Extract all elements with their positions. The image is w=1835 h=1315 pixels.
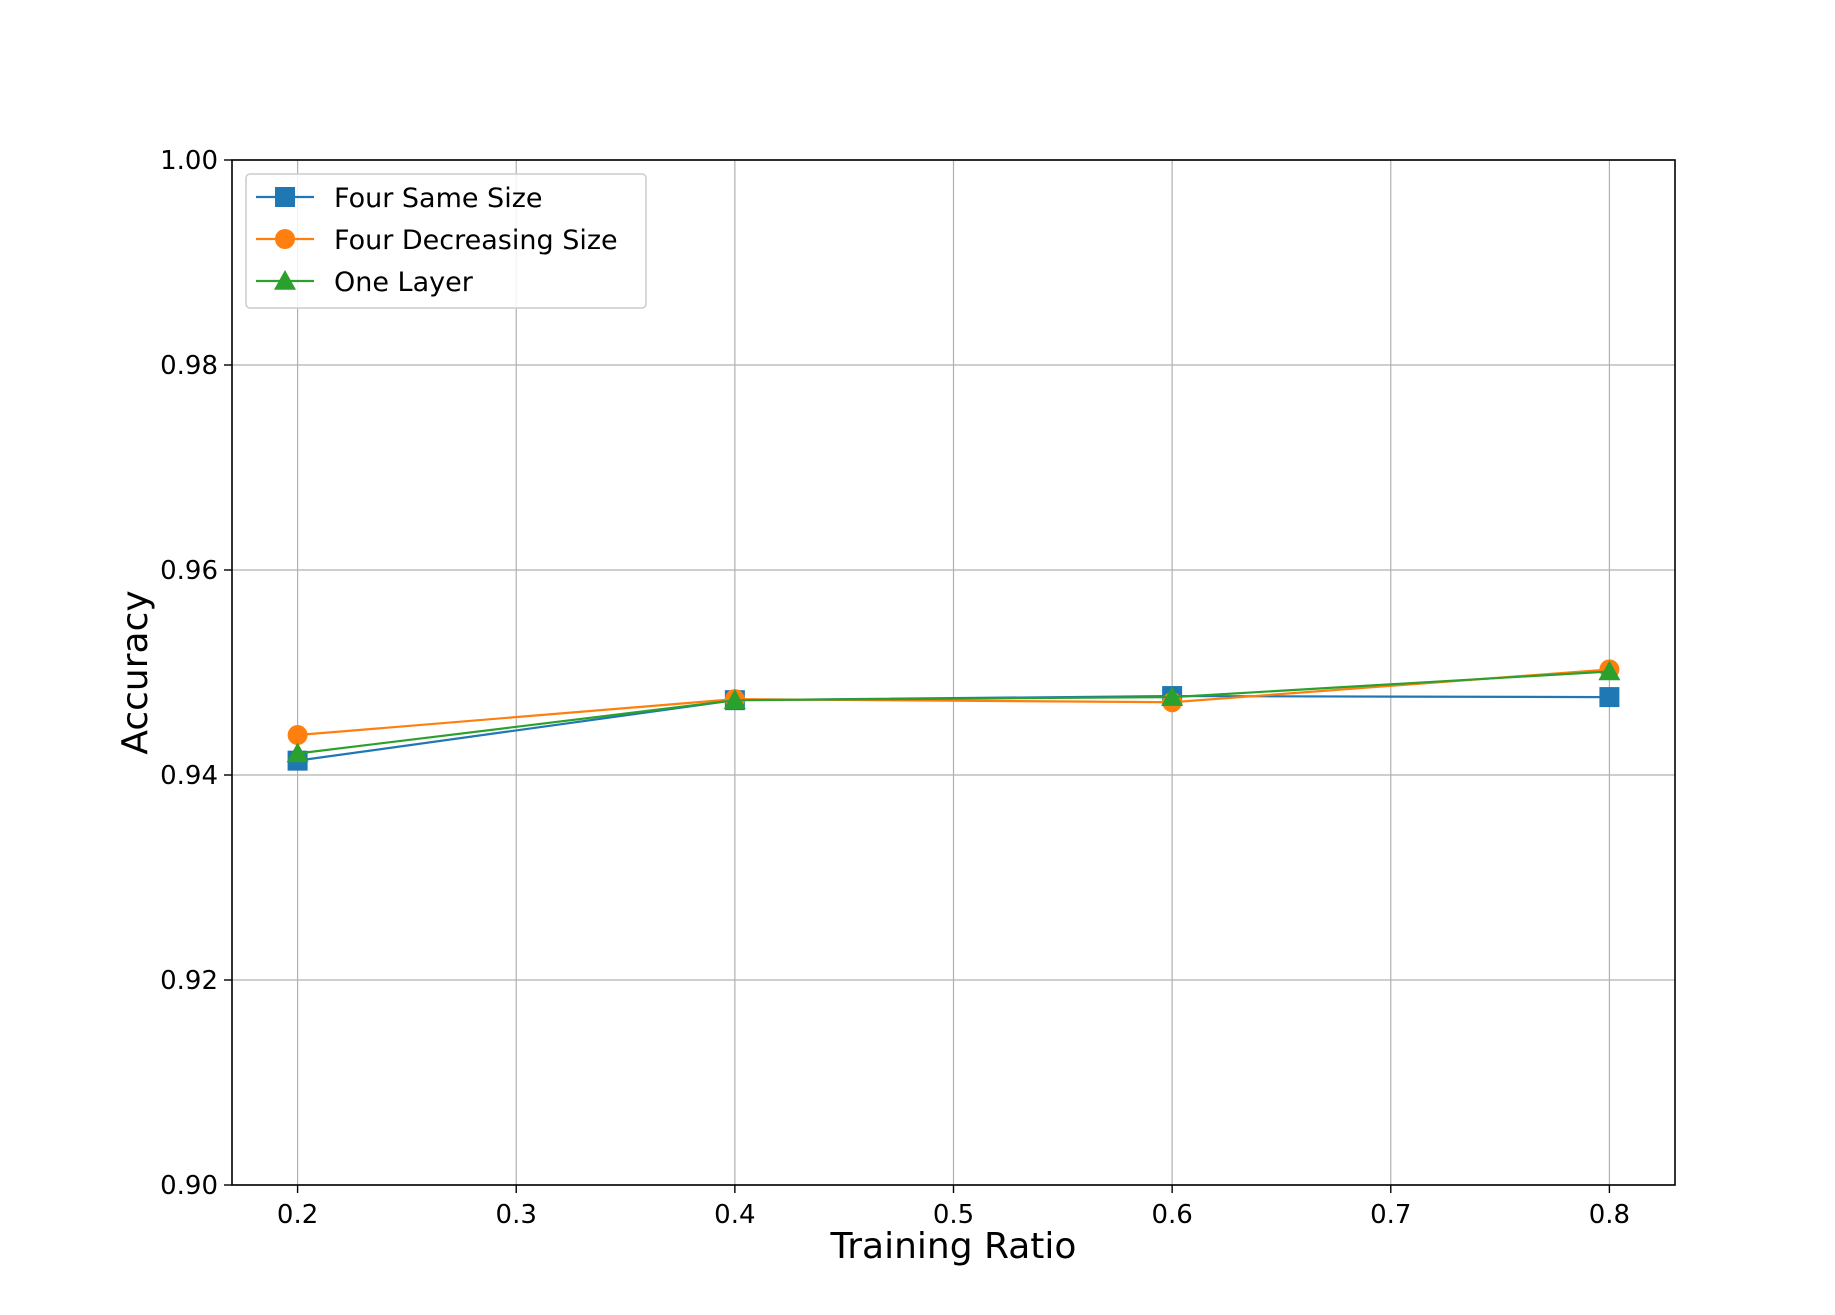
y-tick-label: 0.90 xyxy=(160,1171,218,1201)
y-tick-label: 1.00 xyxy=(160,146,218,176)
x-tick-label: 0.3 xyxy=(496,1200,537,1230)
x-tick-label: 0.8 xyxy=(1589,1200,1630,1230)
data-point xyxy=(287,725,308,746)
x-tick-label: 0.7 xyxy=(1370,1200,1411,1230)
legend-item: One Layer xyxy=(256,267,474,298)
data-point xyxy=(1598,660,1621,681)
x-axis-title: Training Ratio xyxy=(830,1226,1077,1267)
series xyxy=(286,659,1621,771)
y-tick-label: 0.96 xyxy=(160,556,218,586)
x-tick-label: 0.2 xyxy=(277,1200,318,1230)
legend-marker xyxy=(275,187,295,207)
y-tick-label: 0.92 xyxy=(160,966,218,996)
legend-marker xyxy=(274,270,296,290)
legend: Four Same Size Four Decreasing Size One La… xyxy=(245,173,647,309)
series-line xyxy=(297,668,1610,737)
series-2 xyxy=(286,660,1621,763)
data-point xyxy=(1599,687,1620,708)
legend-box xyxy=(245,173,647,309)
series-line xyxy=(297,670,1610,755)
x-tick-label: 0.4 xyxy=(714,1200,755,1230)
y-axis-title: Accuracy xyxy=(115,590,156,754)
legend-label: One Layer xyxy=(334,267,474,298)
grid xyxy=(232,159,1675,1186)
legend-item: Four Same Size xyxy=(256,183,543,214)
legend-label: Four Same Size xyxy=(334,183,543,214)
x-tick-label: 0.5 xyxy=(933,1200,974,1230)
legend-label: Four Decreasing Size xyxy=(334,225,618,256)
y-tick-label: 0.94 xyxy=(160,761,218,791)
data-point xyxy=(723,689,746,709)
data-point xyxy=(1161,686,1184,706)
legend-marker xyxy=(275,229,295,249)
data-point xyxy=(286,742,309,763)
y-tick-label: 0.98 xyxy=(160,351,218,381)
axis-ticks: 0.2 0.3 0.4 0.5 0.6 0.7 0.8 0.90 0.92 0.94 0.96 0.9… xyxy=(160,146,1630,1230)
x-tick-label: 0.6 xyxy=(1151,1200,1192,1230)
legend-item: Four Decreasing Size xyxy=(256,225,618,256)
